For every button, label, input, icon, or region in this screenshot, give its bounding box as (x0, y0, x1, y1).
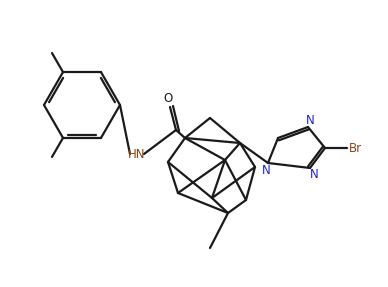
Text: HN: HN (128, 148, 146, 160)
Text: Br: Br (348, 141, 362, 154)
Text: N: N (310, 168, 319, 181)
Text: N: N (262, 164, 270, 177)
Text: O: O (163, 92, 173, 106)
Text: N: N (306, 113, 314, 127)
